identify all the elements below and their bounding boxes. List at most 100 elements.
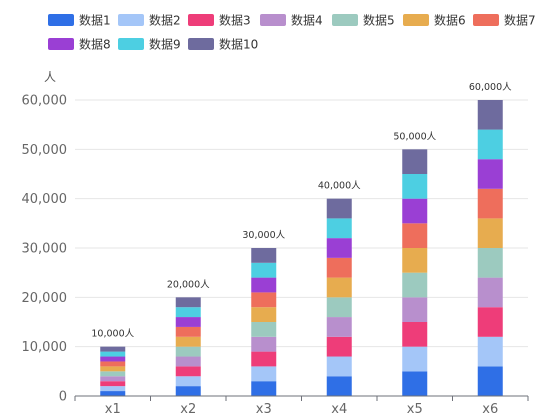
bar-segment-x4-series-6[interactable] <box>326 277 352 298</box>
bar-segment-x5-series-9[interactable] <box>402 174 428 199</box>
bar-segment-x1-series-1[interactable] <box>100 391 126 396</box>
bar-segment-x1-series-7[interactable] <box>100 361 126 367</box>
bar-segment-x2-series-7[interactable] <box>175 326 201 337</box>
bar-segment-x3-series-3[interactable] <box>251 351 277 367</box>
bar-segment-x5-series-4[interactable] <box>402 297 428 322</box>
legend-swatch-8[interactable] <box>48 38 74 50</box>
bar-segment-x3-series-4[interactable] <box>251 336 277 352</box>
bar-segment-x2-series-3[interactable] <box>175 366 201 377</box>
bar-segment-x1-series-10[interactable] <box>100 346 126 352</box>
total-label-x2: 20,000人 <box>167 279 210 290</box>
legend-swatch-3[interactable] <box>188 14 214 26</box>
bar-segment-x4-series-10[interactable] <box>326 198 352 219</box>
bar-segment-x2-series-9[interactable] <box>175 307 201 318</box>
bar-segment-x1-series-9[interactable] <box>100 351 126 357</box>
legend-swatch-9[interactable] <box>118 38 144 50</box>
bar-segment-x3-series-9[interactable] <box>251 262 277 278</box>
x-tick-label-x1: x1 <box>105 402 121 417</box>
bar-segment-x5-series-3[interactable] <box>402 322 428 347</box>
y-tick-label: 20,000 <box>22 291 68 306</box>
bar-segment-x2-series-5[interactable] <box>175 346 201 357</box>
bar-segment-x5-series-6[interactable] <box>402 248 428 273</box>
bar-segment-x3-series-1[interactable] <box>251 381 277 396</box>
legend-label-5[interactable]: 数据5 <box>363 13 395 28</box>
bar-segment-x4-series-2[interactable] <box>326 356 352 377</box>
bar-segment-x4-series-3[interactable] <box>326 336 352 357</box>
legend-label-7[interactable]: 数据7 <box>504 13 536 28</box>
legend-label-9[interactable]: 数据9 <box>149 37 181 52</box>
bar-segment-x1-series-5[interactable] <box>100 371 126 377</box>
x-tick-label-x3: x3 <box>256 402 272 417</box>
bar-segment-x2-series-2[interactable] <box>175 376 201 387</box>
bar-segment-x5-series-1[interactable] <box>402 371 428 396</box>
bar-segment-x2-series-10[interactable] <box>175 297 201 308</box>
total-label-x6: 60,000人 <box>469 82 512 93</box>
legend-label-2[interactable]: 数据2 <box>149 13 181 28</box>
bar-segment-x6-series-6[interactable] <box>477 218 503 248</box>
total-label-x4: 40,000人 <box>318 181 361 192</box>
legend-swatch-10[interactable] <box>188 38 214 50</box>
legend-swatch-2[interactable] <box>118 14 144 26</box>
bar-segment-x5-series-8[interactable] <box>402 198 428 224</box>
legend-swatch-4[interactable] <box>260 14 286 26</box>
bar-segment-x2-series-8[interactable] <box>175 317 201 327</box>
bar-segment-x6-series-2[interactable] <box>477 336 503 367</box>
total-label-x3: 30,000人 <box>242 230 285 241</box>
legend-label-6[interactable]: 数据6 <box>434 13 466 28</box>
bar-segment-x2-series-1[interactable] <box>175 386 201 396</box>
bar-segment-x6-series-4[interactable] <box>477 277 503 308</box>
bar-segment-x3-series-10[interactable] <box>251 248 277 263</box>
bar-segment-x6-series-8[interactable] <box>477 159 503 189</box>
bar-segment-x6-series-3[interactable] <box>477 307 503 337</box>
bar-segment-x1-series-2[interactable] <box>100 386 126 392</box>
bar-segment-x5-series-5[interactable] <box>402 272 428 298</box>
y-tick-label: 60,000 <box>22 94 68 109</box>
bar-segment-x5-series-7[interactable] <box>402 223 428 248</box>
legend-label-8[interactable]: 数据8 <box>79 37 111 52</box>
y-tick-label: 50,000 <box>22 143 68 158</box>
bar-segment-x3-series-2[interactable] <box>251 366 277 382</box>
bar-segment-x6-series-1[interactable] <box>477 366 503 396</box>
bar-segment-x4-series-7[interactable] <box>326 257 352 278</box>
bar-segment-x1-series-8[interactable] <box>100 356 126 362</box>
bar-segment-x6-series-9[interactable] <box>477 129 503 160</box>
bar-segment-x4-series-1[interactable] <box>326 376 352 396</box>
bar-segment-x5-series-2[interactable] <box>402 346 428 372</box>
legend-swatch-7[interactable] <box>473 14 499 26</box>
bar-segment-x6-series-5[interactable] <box>477 248 503 278</box>
legend-swatch-6[interactable] <box>403 14 429 26</box>
y-axis-unit-label: 人 <box>44 70 56 84</box>
total-label-x1: 10,000人 <box>91 329 134 340</box>
bar-segment-x3-series-8[interactable] <box>251 277 277 293</box>
bar-segment-x5-series-10[interactable] <box>402 149 428 174</box>
bar-segment-x1-series-6[interactable] <box>100 366 126 372</box>
y-tick-label: 30,000 <box>22 242 68 257</box>
bar-segment-x1-series-3[interactable] <box>100 381 126 387</box>
bar-segment-x4-series-8[interactable] <box>326 238 352 258</box>
x-tick-label-x4: x4 <box>331 402 347 417</box>
bar-segment-x1-series-4[interactable] <box>100 376 126 382</box>
y-tick-label: 40,000 <box>22 192 68 207</box>
bar-segment-x3-series-7[interactable] <box>251 292 277 308</box>
legend-label-4[interactable]: 数据4 <box>291 13 323 28</box>
legend-label-3[interactable]: 数据3 <box>219 13 251 28</box>
bar-segment-x4-series-9[interactable] <box>326 218 352 239</box>
bar-segment-x2-series-6[interactable] <box>175 336 201 347</box>
bar-segment-x6-series-10[interactable] <box>477 100 503 130</box>
bar-segment-x2-series-4[interactable] <box>175 356 201 367</box>
bar-segment-x6-series-7[interactable] <box>477 188 503 219</box>
legend-label-1[interactable]: 数据1 <box>79 13 111 28</box>
x-tick-label-x2: x2 <box>180 402 196 417</box>
y-tick-label: 10,000 <box>22 340 68 355</box>
legend-swatch-1[interactable] <box>48 14 74 26</box>
bar-segment-x4-series-5[interactable] <box>326 297 352 318</box>
bar-segment-x4-series-4[interactable] <box>326 317 352 337</box>
x-tick-label-x6: x6 <box>482 402 498 417</box>
bar-segment-x3-series-6[interactable] <box>251 307 277 322</box>
legend-label-10[interactable]: 数据10 <box>219 37 258 52</box>
legend-swatch-5[interactable] <box>332 14 358 26</box>
bar-segment-x3-series-5[interactable] <box>251 322 277 337</box>
total-label-x5: 50,000人 <box>393 131 436 142</box>
